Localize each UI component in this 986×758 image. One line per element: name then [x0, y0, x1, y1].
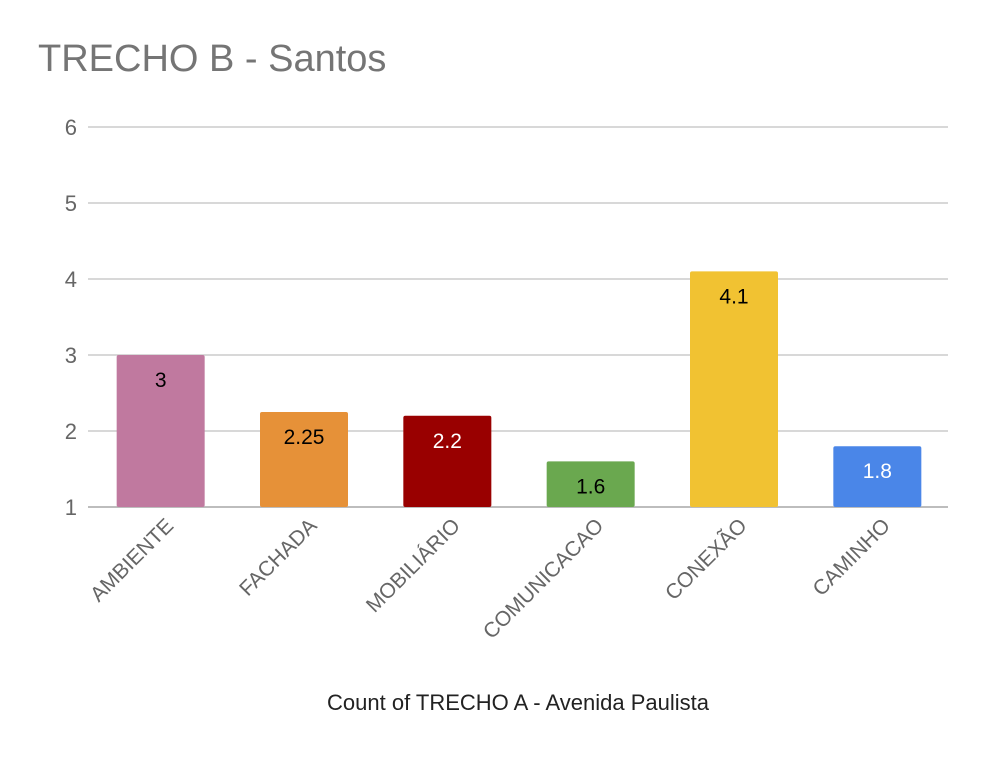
y-tick-label: 5 — [65, 191, 77, 216]
x-tick-label: FACHADA — [235, 514, 321, 600]
x-tick-label: COMUNICACAO — [479, 514, 608, 643]
y-tick-label: 4 — [65, 267, 77, 292]
data-label: 3 — [155, 369, 167, 392]
data-label: 4.1 — [719, 285, 748, 308]
data-labels: 3 2.25 2.2 1.6 4.1 1.8 — [155, 285, 892, 498]
data-label: 1.6 — [576, 475, 605, 498]
data-label: 2.2 — [433, 430, 462, 453]
x-axis-title: Count of TRECHO A - Avenida Paulista — [327, 690, 709, 715]
bar-ambiente — [116, 355, 205, 507]
bar-conexão — [690, 271, 778, 507]
bars — [116, 271, 922, 507]
data-label: 2.25 — [284, 426, 325, 449]
bar-fachada — [260, 412, 348, 507]
x-tick-label: AMBIENTE — [86, 514, 178, 606]
chart-title: TRECHO B - Santos — [38, 38, 387, 80]
x-tick-label: MOBILIÁRIO — [362, 514, 465, 617]
y-tick-label: 1 — [65, 495, 77, 520]
data-label: 1.8 — [863, 460, 892, 483]
gridlines — [88, 126, 948, 508]
bar-comunicacao — [546, 461, 635, 507]
y-tick-label: 2 — [65, 419, 77, 444]
y-axis-ticks: 1 2 3 4 5 6 — [65, 115, 77, 520]
y-tick-label: 3 — [65, 343, 77, 368]
y-tick-label: 6 — [65, 115, 77, 140]
x-tick-label: CONEXÃO — [660, 514, 751, 605]
bar-caminho — [833, 446, 922, 507]
bar-mobiliário — [403, 415, 492, 507]
x-tick-label: CAMINHO — [808, 514, 894, 600]
x-axis-ticks: AMBIENTE FACHADA MOBILIÁRIO COMUNICACAO CONE… — [86, 514, 895, 644]
